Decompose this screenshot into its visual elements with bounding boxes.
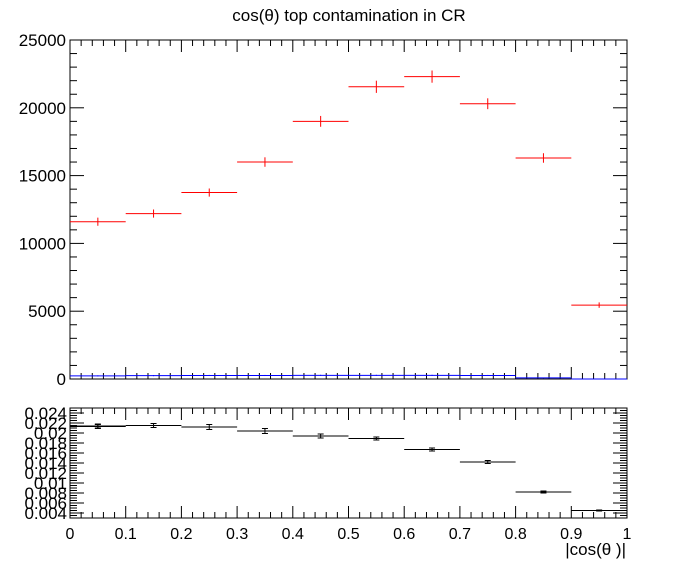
top-y-tick-label: 5000 [28, 302, 66, 321]
top-y-tick-label: 0 [57, 370, 66, 389]
x-tick-label: 1 [623, 526, 632, 543]
ratio-point [237, 428, 293, 434]
top-y-tick-label: 10000 [19, 234, 66, 253]
x-tick-label: 0.7 [449, 526, 471, 543]
x-tick-label: 0.8 [504, 526, 526, 543]
x-tick-label: 0.4 [282, 526, 304, 543]
blue-series-point [125, 375, 182, 377]
red-series-point [404, 70, 460, 83]
x-tick-label: 0.6 [393, 526, 415, 543]
top-y-tick-label: 20000 [19, 99, 66, 118]
ratio-point [571, 509, 627, 512]
blue-series-point [404, 374, 460, 376]
red-series-point [181, 188, 238, 197]
bottom-y-tick-label: 0.004 [24, 504, 67, 523]
bottom-y-tick-label: 0.006 [24, 494, 67, 513]
red-series-point [292, 115, 349, 127]
blue-series-point [181, 374, 238, 377]
x-tick-label: 0.2 [170, 526, 192, 543]
ratio-point [515, 490, 572, 494]
blue-series-point [348, 374, 405, 376]
ratio-point [181, 424, 238, 430]
bottom-y-tick-label: 0.022 [24, 414, 67, 433]
red-series-point [515, 153, 572, 163]
bottom-y-tick-label: 0.02 [34, 424, 67, 443]
chart-title: cos(θ) top contamination in CR [232, 6, 466, 25]
bottom-y-tick-label: 0.018 [24, 434, 67, 453]
blue-series-point [292, 374, 349, 376]
red-series-point [125, 209, 182, 218]
ratio-point [348, 436, 405, 441]
bottom-y-tick-label: 0.014 [24, 454, 67, 473]
top-y-tick-label: 25000 [19, 31, 66, 50]
ratio-point [292, 433, 349, 439]
x-tick-label: 0.5 [337, 526, 359, 543]
x-tick-label: 0.9 [560, 526, 582, 543]
x-tick-label: 0.3 [226, 526, 248, 543]
red-series-point [348, 80, 405, 93]
blue-series-point [459, 374, 516, 377]
bottom-y-tick-label: 0.012 [24, 464, 67, 483]
x-tick-label: 0 [66, 526, 75, 543]
x-tick-label: 0.1 [115, 526, 137, 543]
blue-series-point [237, 374, 293, 377]
blue-series-point [70, 375, 126, 377]
red-series-point [237, 157, 293, 167]
blue-series-point [515, 377, 572, 379]
ratio-point [404, 447, 460, 452]
ratio-point [125, 423, 182, 428]
red-series-point [571, 302, 627, 308]
top-y-tick-label: 15000 [19, 167, 66, 186]
red-series-point [459, 98, 516, 110]
ratio-point [70, 423, 126, 429]
bottom-y-tick-label: 0.008 [24, 484, 67, 503]
bottom-y-tick-label: 0.024 [24, 404, 67, 423]
red-series-point [70, 217, 126, 226]
bottom-y-tick-label: 0.016 [24, 444, 67, 463]
x-axis-label: |cos(θ )| [565, 540, 626, 559]
bottom-y-tick-label: 0.01 [34, 474, 67, 493]
ratio-point [459, 460, 516, 464]
